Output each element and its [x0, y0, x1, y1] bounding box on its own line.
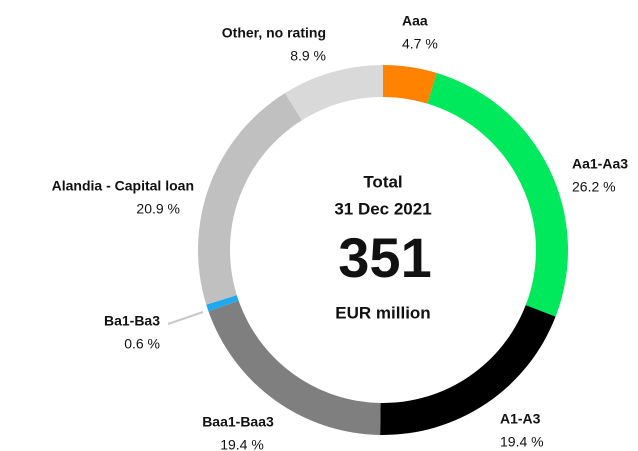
slice-value: 19.4 %	[500, 434, 544, 450]
slice-value: 19.4 %	[220, 437, 264, 451]
leader-line	[167, 311, 204, 325]
slice-value: 4.7 %	[402, 36, 438, 52]
slice-label: Ba1-Ba3	[104, 313, 160, 329]
slice-value: 0.6 %	[124, 336, 160, 352]
slice-label: Aa1-Aa3	[572, 156, 628, 172]
slice-label: Baa1-Baa3	[202, 414, 274, 430]
slice-value: 20.9 %	[136, 201, 180, 217]
slice	[198, 93, 302, 305]
slice	[380, 305, 556, 436]
slice-label: Aaa	[402, 13, 428, 29]
slice	[284, 65, 383, 121]
slices	[198, 65, 568, 436]
slice	[208, 300, 381, 435]
center-date: 31 Dec 2021	[334, 199, 431, 218]
slice-label: A1-A3	[500, 411, 541, 427]
slice	[206, 295, 239, 312]
slice-value: 26.2 %	[572, 179, 616, 195]
slice-label: Alandia - Capital loan	[52, 178, 194, 194]
center-total: 351	[338, 226, 431, 289]
slice-label: Other, no rating	[222, 25, 326, 41]
center-title: Total	[363, 172, 402, 191]
center-unit: EUR million	[335, 303, 430, 322]
slice	[383, 65, 437, 104]
slice-value: 8.9 %	[290, 48, 326, 64]
slice	[427, 72, 568, 317]
